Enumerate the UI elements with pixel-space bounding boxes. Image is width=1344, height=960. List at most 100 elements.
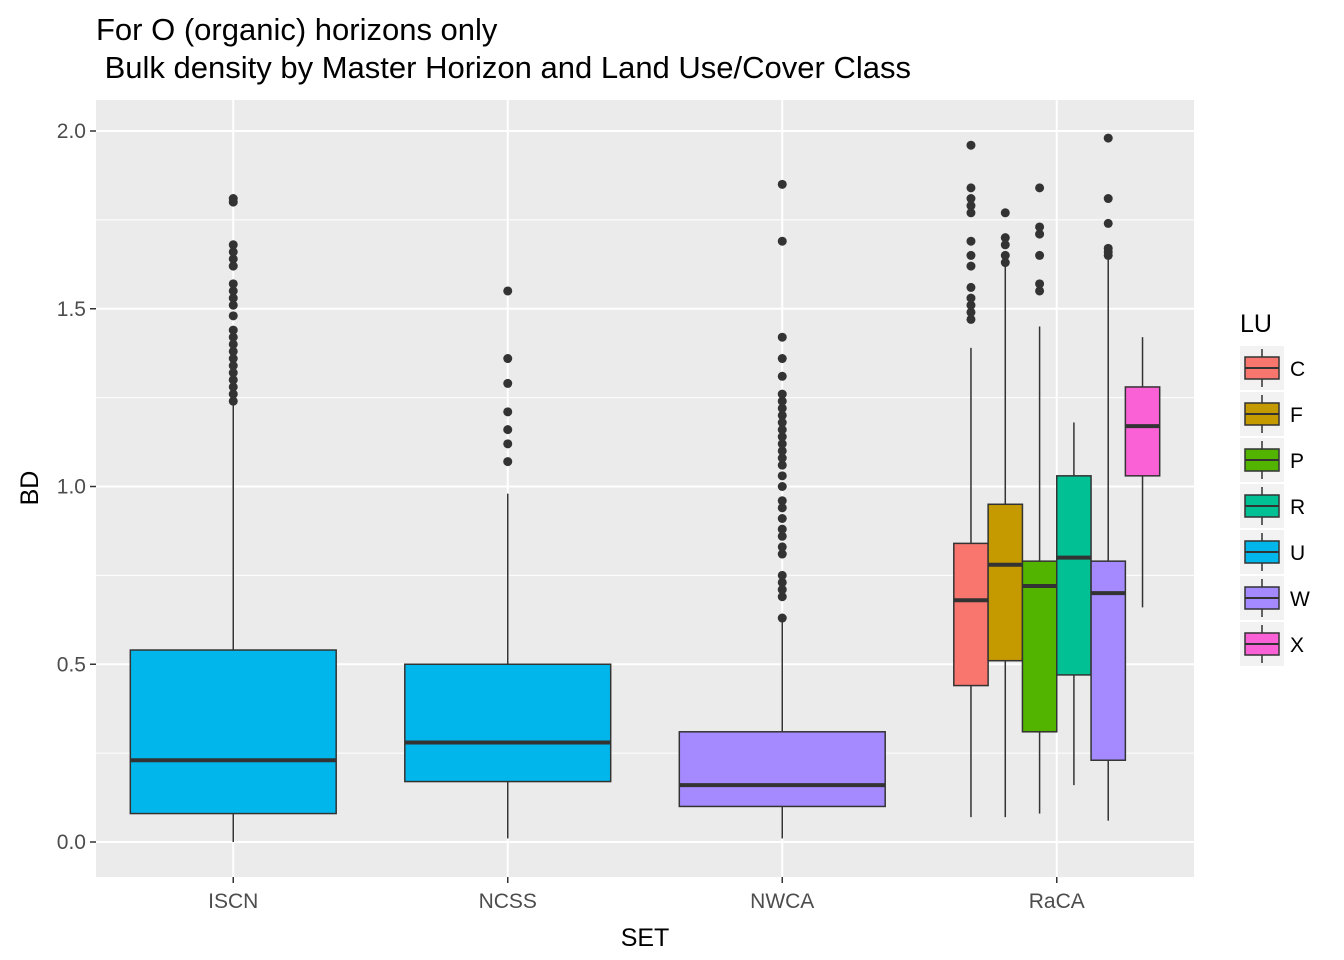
outlier-point <box>1103 133 1113 143</box>
outlier-point <box>777 503 787 513</box>
outlier-point <box>966 261 976 271</box>
legend-label-U: U <box>1290 542 1305 565</box>
outlier-point <box>503 286 513 296</box>
outlier-point <box>777 542 787 552</box>
outlier-point <box>1035 279 1045 289</box>
outlier-point <box>966 282 976 292</box>
outlier-point <box>228 194 238 204</box>
outlier-point <box>228 240 238 250</box>
outlier-point <box>228 361 238 371</box>
outlier-point <box>777 592 787 602</box>
outlier-point <box>228 247 238 257</box>
outlier-point <box>228 396 238 406</box>
chart-title-line-2: Bulk density by Master Horizon and Land … <box>96 50 911 85</box>
outlier-point <box>777 460 787 470</box>
outlier-point <box>228 375 238 385</box>
outlier-point <box>228 339 238 349</box>
box-RaCA-X <box>1124 337 1161 608</box>
outlier-point <box>777 389 787 399</box>
box-body <box>953 542 989 687</box>
outlier-point <box>228 332 238 342</box>
box-body <box>987 503 1024 662</box>
outlier-point <box>1103 218 1113 228</box>
outlier-point <box>777 585 787 595</box>
outlier-point <box>1035 222 1045 232</box>
x-tick-label: NWCA <box>750 890 814 913</box>
legend-key-R <box>1240 484 1284 528</box>
box-body <box>678 731 886 808</box>
outlier-point <box>777 446 787 456</box>
x-axis-ticks: ISCN NCSS NWCA RaCA <box>208 877 1085 913</box>
outlier-point <box>966 307 976 317</box>
outlier-point <box>503 354 513 364</box>
y-tick-label: 1.0 <box>57 476 86 499</box>
outlier-point <box>1035 250 1045 260</box>
legend-key-U <box>1240 530 1284 574</box>
y-tick-label: 2.0 <box>57 120 86 143</box>
outlier-point <box>966 293 976 303</box>
outlier-point <box>503 457 513 467</box>
outlier-point <box>777 425 787 435</box>
box-body <box>404 663 612 783</box>
box-ISCN-U <box>129 194 337 842</box>
outlier-point <box>228 382 238 392</box>
legend-key-P <box>1240 438 1284 482</box>
outlier-point <box>966 201 976 211</box>
box-body <box>1056 475 1092 676</box>
outlier-point <box>228 286 238 296</box>
outlier-point <box>777 410 787 420</box>
outlier-point <box>777 236 787 246</box>
outlier-point <box>777 496 787 506</box>
outlier-point <box>966 314 976 324</box>
outlier-point <box>966 194 976 204</box>
box-body <box>1090 560 1127 761</box>
box-RaCA-P <box>1021 183 1058 814</box>
outlier-point <box>777 453 787 463</box>
outlier-point <box>1000 240 1010 250</box>
outlier-point <box>777 471 787 481</box>
box-body <box>1124 386 1161 477</box>
outlier-point <box>228 346 238 356</box>
outlier-point <box>777 418 787 428</box>
y-tick-label: 0.0 <box>57 831 86 854</box>
legend-label-W: W <box>1290 588 1310 611</box>
outlier-point <box>966 250 976 260</box>
legend-label-R: R <box>1290 496 1305 519</box>
outlier-point <box>1035 229 1045 239</box>
outlier-point <box>228 254 238 264</box>
box-NCSS-U <box>404 286 612 839</box>
outlier-point <box>1000 250 1010 260</box>
outlier-point <box>777 531 787 541</box>
box-NWCA-W <box>678 179 886 839</box>
outlier-point <box>228 300 238 310</box>
legend-label-P: P <box>1290 450 1304 473</box>
outlier-point <box>777 439 787 449</box>
outlier-point <box>777 513 787 523</box>
outlier-point <box>228 354 238 364</box>
box-body <box>129 649 337 815</box>
outlier-point <box>1000 258 1010 268</box>
outlier-point <box>777 613 787 623</box>
legend-key-F <box>1240 392 1284 436</box>
outlier-point <box>503 425 513 435</box>
outlier-point <box>228 368 238 378</box>
outlier-point <box>966 140 976 150</box>
y-tick-label: 0.5 <box>57 653 86 676</box>
y-tick-label: 1.5 <box>57 298 86 321</box>
outlier-point <box>228 279 238 289</box>
legend-label-X: X <box>1290 634 1304 657</box>
y-axis-title: BD <box>16 471 44 506</box>
outlier-point <box>503 407 513 417</box>
outlier-point <box>777 332 787 342</box>
x-tick-label: RaCA <box>1029 890 1085 913</box>
outlier-point <box>777 403 787 413</box>
outlier-point <box>1035 183 1045 193</box>
outlier-point <box>966 300 976 310</box>
outlier-point <box>777 354 787 364</box>
outlier-point <box>1103 194 1113 204</box>
outlier-point <box>777 179 787 189</box>
box-marks <box>129 133 1161 842</box>
outlier-point <box>966 208 976 218</box>
